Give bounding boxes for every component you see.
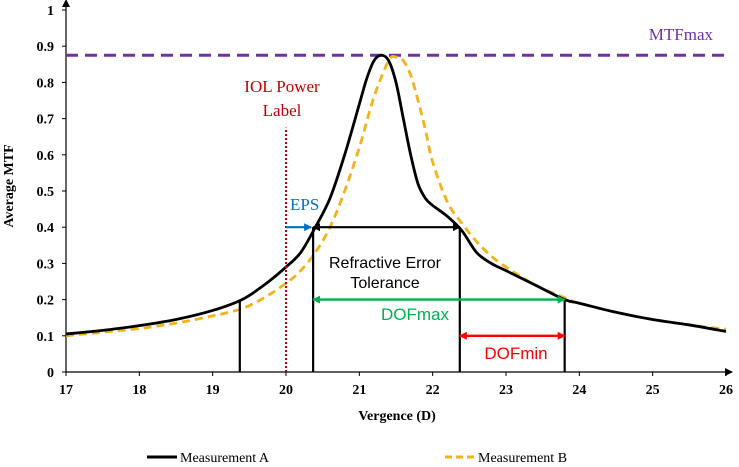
y-tick-label: 0.5 — [37, 185, 55, 200]
annotations: IOL Power Label EPS Refractive Error Toleran… — [238, 77, 566, 372]
y-tick-label: 0.7 — [37, 113, 55, 128]
y-tick-label: 0.6 — [37, 149, 55, 164]
x-tick-label: 25 — [646, 383, 660, 398]
x-tick-label: 19 — [206, 383, 220, 398]
x-tick-label: 20 — [279, 383, 293, 398]
legend-label-a: Measurement A — [180, 451, 270, 466]
iol-label-line1: IOL Power — [244, 77, 320, 96]
legend-label-b: Measurement B — [478, 451, 567, 466]
x-tick-label: 17 — [59, 383, 73, 398]
x-axis-label: Vergence (D) — [358, 409, 436, 424]
ret-label-line2: Tolerance — [350, 275, 419, 292]
eps-label: EPS — [290, 195, 319, 214]
mtfmax-reference: MTFmax — [66, 25, 726, 57]
series-measurement-a — [65, 53, 727, 336]
x-tick-label: 18 — [132, 383, 146, 398]
y-tick-label: 0.4 — [37, 221, 55, 236]
x-tick-label: 21 — [352, 383, 366, 398]
axes: 17 18 19 20 21 22 23 24 25 26 0 0.1 0.2 0.3 0.4 0.5 0.6 0… — [37, 0, 733, 398]
y-tick-label: 0.1 — [37, 330, 55, 345]
mtfmax-label: MTFmax — [649, 25, 714, 44]
y-tick-label: 0.2 — [37, 294, 55, 309]
iol-label-line2: Label — [263, 101, 302, 120]
series-measurement-b — [65, 54, 727, 338]
y-tick-label: 0.8 — [37, 76, 55, 91]
dofmax-label: DOFmax — [381, 305, 450, 324]
legend: Measurement A Measurement B — [147, 451, 567, 466]
dofmin-label: DOFmin — [484, 344, 547, 363]
ret-label-line1: Refractive Error — [329, 255, 442, 272]
y-tick-label: 0.3 — [37, 257, 55, 272]
y-tick-label: 0.9 — [37, 40, 55, 55]
x-tick-label: 24 — [572, 383, 586, 398]
x-tick-label: 22 — [426, 383, 440, 398]
y-axis-label: Average MTF — [2, 144, 17, 227]
x-tick-label: 23 — [499, 383, 513, 398]
y-tick-label: 1 — [47, 4, 54, 19]
series-group — [65, 53, 727, 338]
x-tick-label: 26 — [719, 383, 733, 398]
y-tick-label: 0 — [47, 366, 54, 381]
